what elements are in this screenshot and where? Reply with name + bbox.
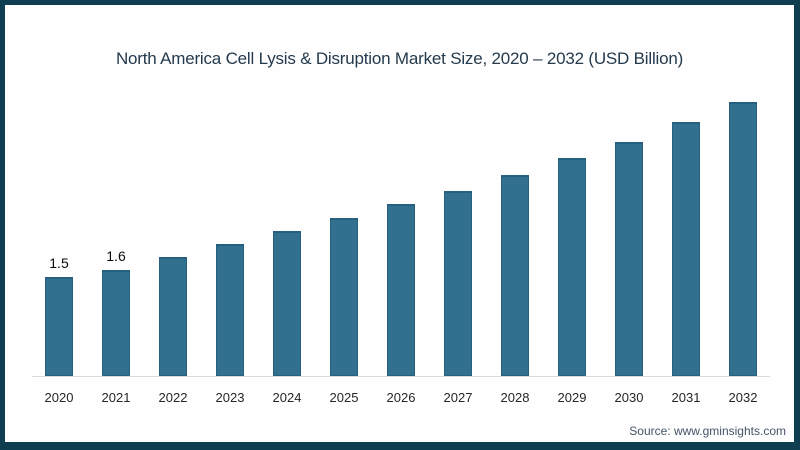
bar-2028 bbox=[501, 175, 529, 376]
x-tick-label-2029: 2029 bbox=[557, 390, 587, 405]
x-tick-label-2024: 2024 bbox=[272, 390, 302, 405]
x-tick-label-2022: 2022 bbox=[158, 390, 188, 405]
bar-2026 bbox=[387, 204, 415, 376]
x-tick-label-2026: 2026 bbox=[386, 390, 416, 405]
bar-2024 bbox=[273, 231, 301, 376]
x-tick-label-2031: 2031 bbox=[671, 390, 701, 405]
x-tick-label-2028: 2028 bbox=[500, 390, 530, 405]
bar-2029 bbox=[558, 158, 586, 376]
bar-2027 bbox=[444, 191, 472, 376]
bar-2031 bbox=[672, 122, 700, 376]
x-tick-label-2032: 2032 bbox=[728, 390, 758, 405]
bar-2032 bbox=[729, 102, 757, 376]
bar-value-label-2020: 1.5 bbox=[49, 255, 69, 271]
bar-2030 bbox=[615, 142, 643, 376]
x-tick-label-2020: 2020 bbox=[44, 390, 74, 405]
x-tick-label-2025: 2025 bbox=[329, 390, 359, 405]
x-tick-label-2023: 2023 bbox=[215, 390, 245, 405]
bar-2021 bbox=[102, 270, 130, 376]
plot-area: 1.5 2020 1.6 2021 2022 2023 2024 2025 2026 2027 20… bbox=[5, 5, 794, 442]
bar-2025 bbox=[330, 218, 358, 376]
x-tick-label-2021: 2021 bbox=[101, 390, 131, 405]
bar-value-label-2021: 1.6 bbox=[106, 248, 126, 264]
bar-2020 bbox=[45, 277, 73, 376]
chart-title: North America Cell Lysis & Disruption Ma… bbox=[115, 49, 684, 68]
x-tick-label-2030: 2030 bbox=[614, 390, 644, 405]
x-tick-label-2027: 2027 bbox=[443, 390, 473, 405]
source-attribution: Source: www.gminsights.com bbox=[629, 424, 786, 438]
bar-2022 bbox=[159, 257, 187, 376]
bar-2023 bbox=[216, 244, 244, 376]
x-axis-line bbox=[32, 376, 770, 377]
